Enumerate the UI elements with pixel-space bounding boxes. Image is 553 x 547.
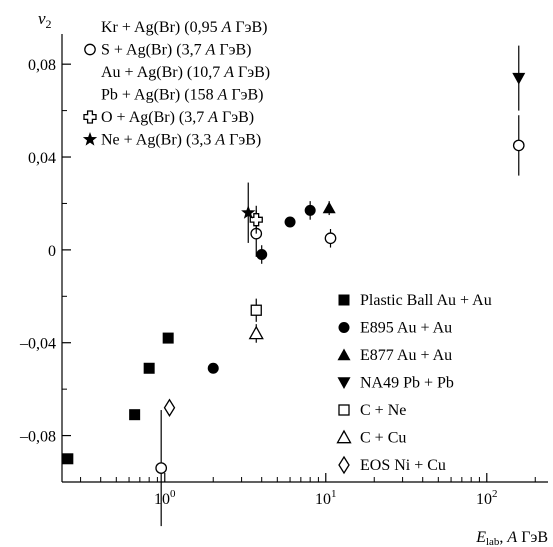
y-axis-label: v2	[38, 9, 52, 31]
legend-marker-diamond-open	[338, 455, 350, 475]
legend-marker-star	[82, 132, 98, 146]
y-tick-label: –0,04	[19, 336, 56, 353]
plastic-ball-au-au-point	[129, 409, 141, 421]
e895-au-au-point	[284, 216, 296, 228]
x-tick-label: 100	[154, 488, 176, 508]
legend-entry: C + Cu	[360, 430, 406, 447]
plastic-ball-au-au-point	[62, 453, 74, 465]
y-tick-label: –0,08	[19, 429, 56, 446]
legend-marker-circle-filled	[338, 322, 350, 333]
legend-marker-circle-open	[84, 43, 96, 56]
legend-marker-triangle-up-filled	[337, 348, 351, 361]
x-tick-label: 102	[476, 488, 498, 508]
x-axis-label: Elab, A ГэВ	[475, 529, 548, 547]
legend-marker-square-open	[338, 404, 350, 416]
ticks: 0,08 0,04 0 –0,04 –0,08 100 101 102	[19, 57, 536, 508]
legend-entry: C + Ne	[360, 402, 406, 419]
legend-top: Kr + Ag(Br) (0,95 A ГэВ) S + Ag(Br) (3,7 …	[82, 19, 270, 149]
e895-au-au-point	[207, 362, 219, 374]
legend-marker-triangle-up-open	[336, 429, 352, 444]
o-ag-br-point	[249, 213, 263, 227]
legend-entry: Pb + Ag(Br) (158 A ГэВ)	[101, 87, 263, 104]
legend-entry: S + Ag(Br) (3,7 A ГэВ)	[101, 42, 251, 59]
legend-entry: EOS Ni + Cu	[360, 457, 446, 474]
legend-entry: NA49 Pb + Pb	[360, 375, 454, 392]
legend-bottom: Plastic Ball Au + Au E895 Au + Au E877 Au …	[336, 292, 492, 475]
legend-entry: Ne + Ag(Br) (3,3 A ГэВ)	[101, 132, 261, 149]
data-points	[62, 45, 526, 527]
x-tick-label: 101	[315, 488, 337, 508]
pb-ag-br-point	[512, 139, 525, 152]
plastic-ball-au-au-point	[162, 332, 174, 344]
eos-ni-cu-point	[163, 398, 176, 417]
plastic-ball-au-au-point	[143, 362, 155, 374]
ne-ag-br-point	[241, 205, 256, 219]
kr-ag-br-point	[155, 462, 168, 474]
axes	[61, 34, 548, 483]
e895-au-au-point	[256, 249, 268, 261]
na49-pb-pb-point	[512, 72, 526, 85]
legend-marker-cross-open	[83, 110, 97, 124]
c-ne-point	[250, 304, 262, 316]
legend-entry: O + Ag(Br) (3,7 A ГэВ)	[101, 109, 254, 126]
c-cu-point	[248, 325, 264, 340]
legend-entry: Kr + Ag(Br) (0,95 A ГэВ)	[101, 19, 267, 36]
e877-au-au-point	[322, 201, 336, 214]
legend-entry: Plastic Ball Au + Au	[360, 292, 492, 309]
y-tick-label: 0,04	[28, 150, 56, 167]
legend-entry: E877 Au + Au	[360, 347, 452, 364]
legend-entry: E895 Au + Au	[360, 320, 452, 337]
e895-au-au-point	[304, 204, 316, 216]
legend-marker-triangle-down-filled	[337, 377, 351, 389]
legend-entry: Au + Ag(Br) (10,7 A ГэВ)	[101, 64, 270, 81]
au-ag-br-point	[324, 232, 337, 245]
y-tick-label: 0,08	[28, 57, 56, 74]
legend-marker-square-filled	[338, 294, 350, 306]
y-tick-label: 0	[48, 243, 56, 260]
